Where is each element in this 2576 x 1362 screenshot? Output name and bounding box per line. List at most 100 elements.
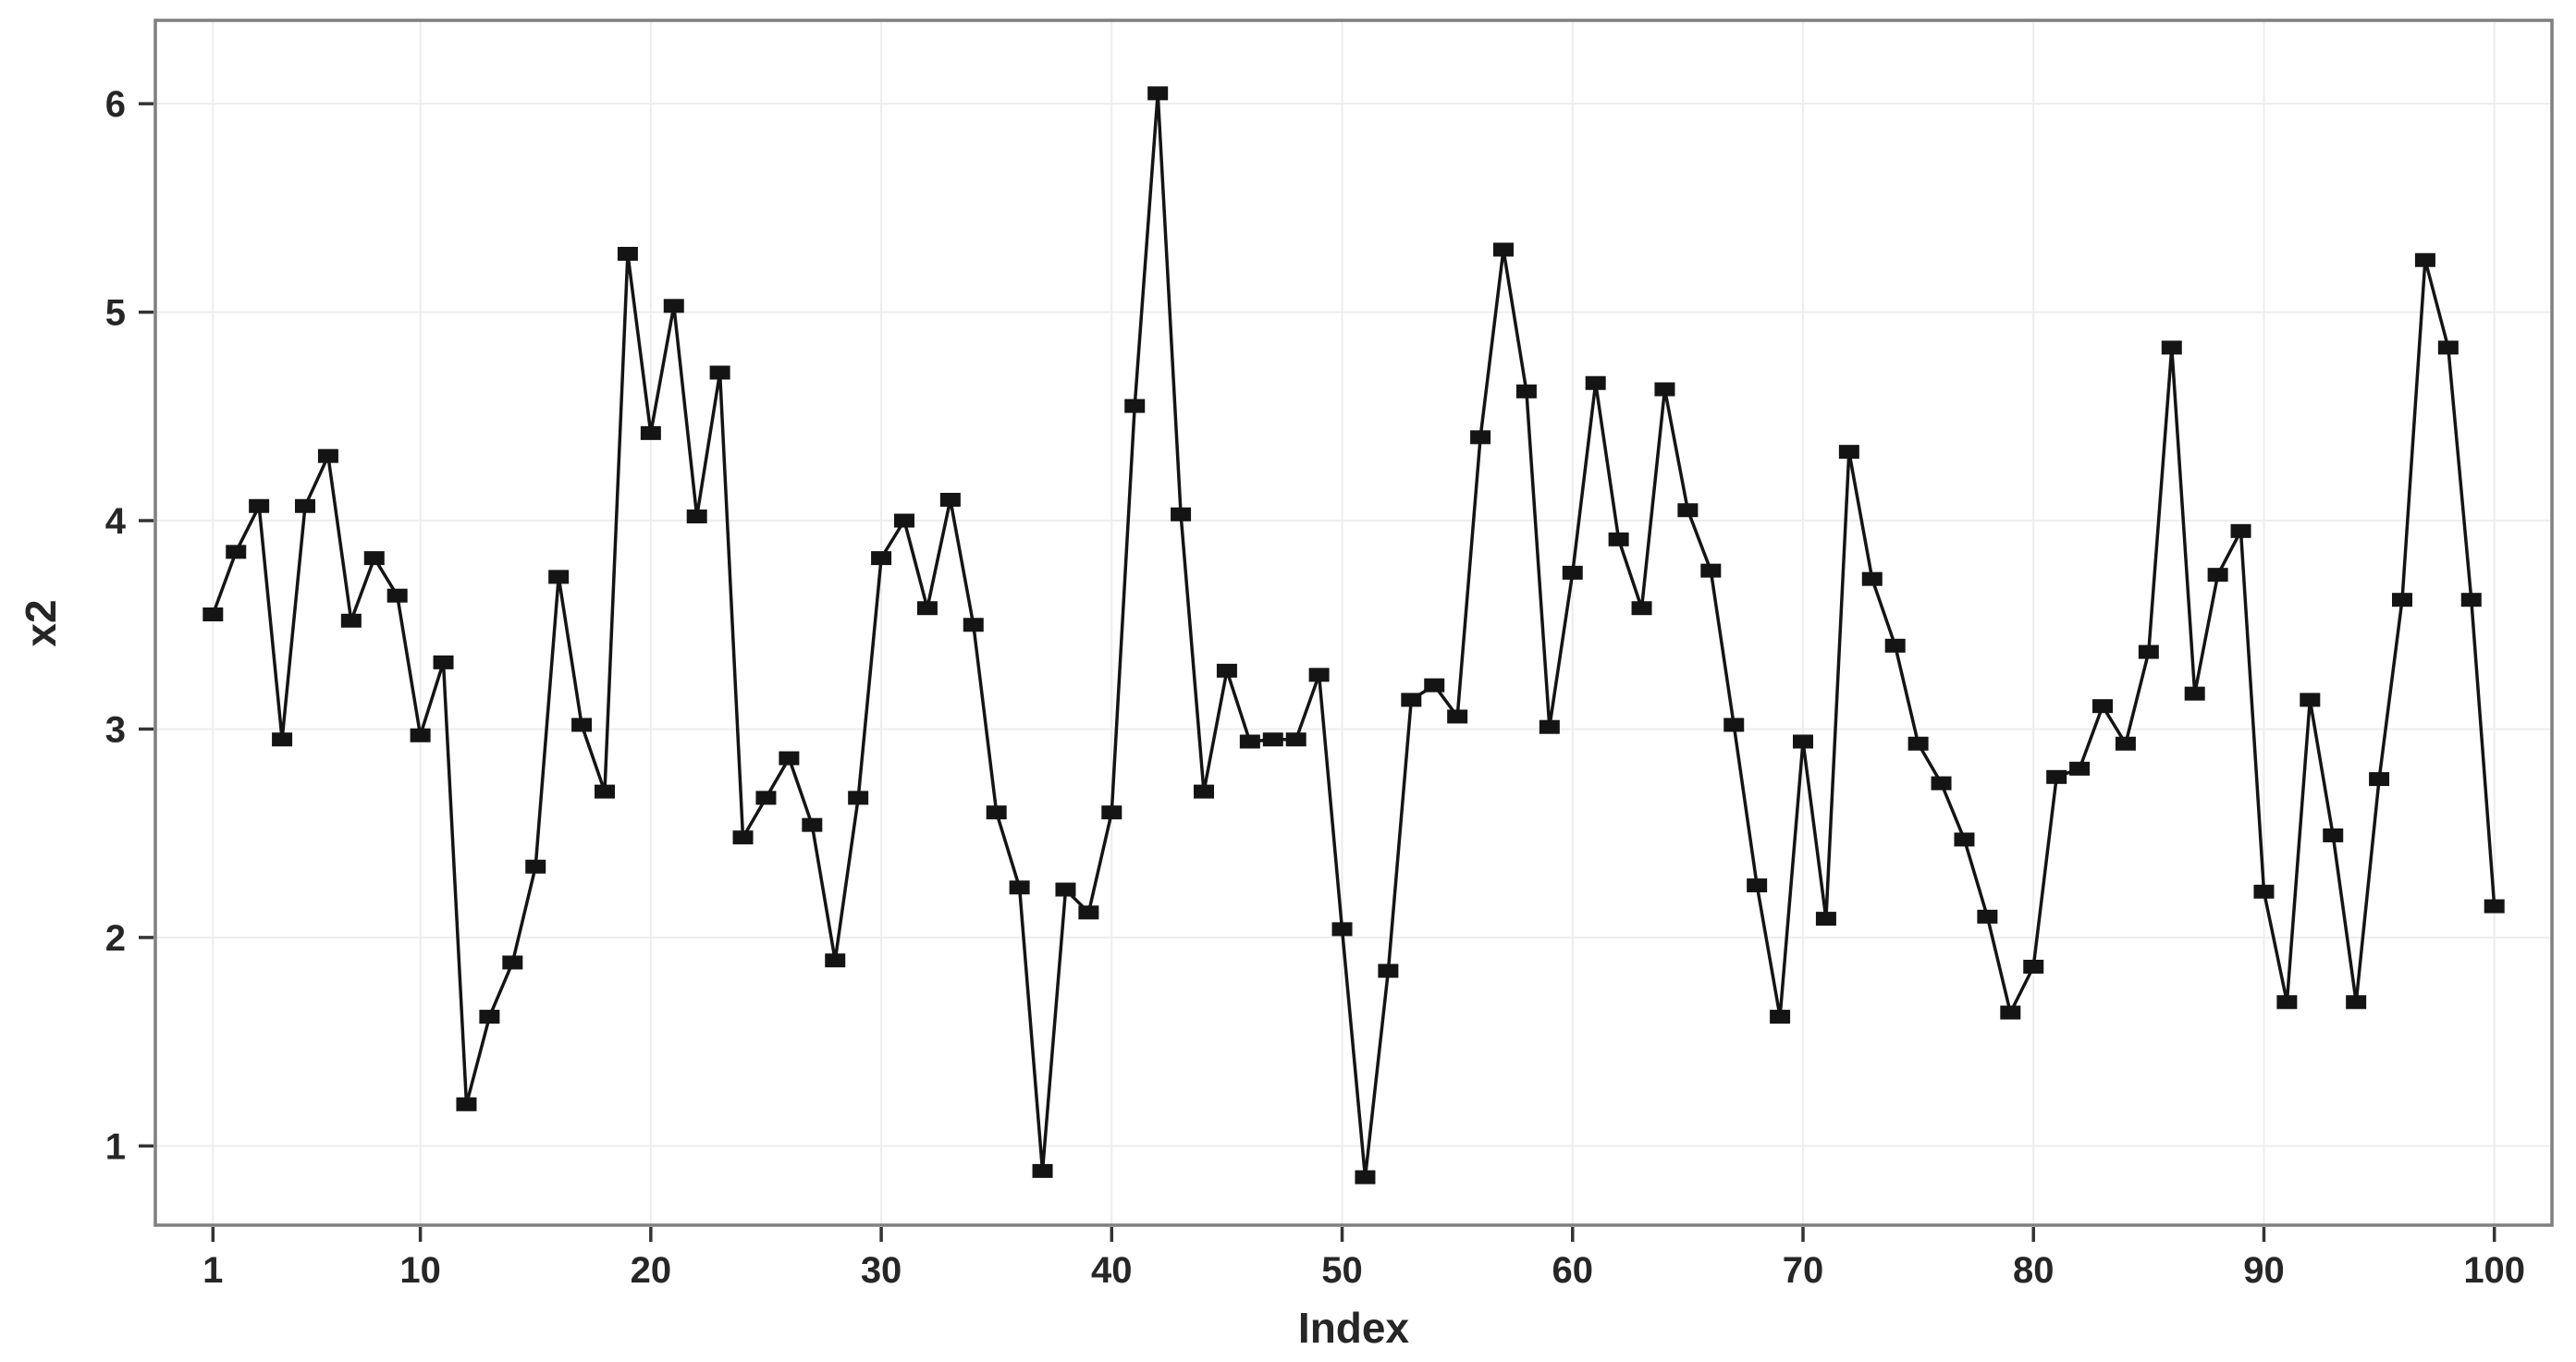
data-point-marker xyxy=(2369,772,2390,787)
data-point-marker xyxy=(1562,565,1583,580)
data-point-marker xyxy=(1931,776,1952,791)
data-point-marker xyxy=(1585,375,1606,390)
data-point-marker xyxy=(802,817,823,832)
data-point-marker xyxy=(1194,784,1214,799)
data-point-marker xyxy=(2161,340,2182,355)
data-point-marker xyxy=(2115,736,2136,751)
data-point-marker xyxy=(1032,1163,1053,1178)
data-point-marker xyxy=(1470,430,1491,445)
x-tick-label: 70 xyxy=(1783,1250,1824,1291)
x-axis: 1 10 20 30 40 50 60 70 80 90 100 xyxy=(202,1227,2525,1291)
data-point-marker xyxy=(1124,399,1146,413)
data-point-marker xyxy=(595,784,615,799)
data-point-marker xyxy=(1078,905,1099,920)
x-tick-label: 40 xyxy=(1091,1250,1133,1291)
data-point-marker xyxy=(1239,734,1260,749)
data-point-marker xyxy=(1101,805,1122,820)
data-point-marker xyxy=(939,492,961,507)
data-point-marker xyxy=(2460,593,2482,607)
data-point-marker xyxy=(779,751,800,766)
data-point-marker xyxy=(1331,922,1353,937)
data-point-marker xyxy=(1954,832,1975,847)
y-axis-title: x2 xyxy=(17,599,65,646)
y-axis: 1 2 3 4 5 6 xyxy=(105,84,153,1167)
data-point-marker xyxy=(2046,769,2067,784)
data-point-marker xyxy=(2414,252,2435,267)
data-point-marker xyxy=(2253,884,2275,899)
data-point-marker xyxy=(1815,912,1836,926)
data-point-marker xyxy=(1539,719,1560,734)
x-axis-title: Index xyxy=(1298,1304,1410,1352)
data-point-marker xyxy=(1608,532,1629,546)
data-point-marker xyxy=(272,732,293,747)
data-point-marker xyxy=(548,570,570,584)
y-tick-label: 5 xyxy=(105,293,126,334)
x-tick-label: 90 xyxy=(2243,1250,2285,1291)
data-point-marker xyxy=(1861,571,1883,586)
data-point-marker xyxy=(1447,709,1468,724)
data-point-marker xyxy=(317,448,338,463)
data-point-marker xyxy=(2207,568,2228,583)
data-series xyxy=(202,86,2505,1184)
data-point-marker xyxy=(386,588,408,603)
data-point-marker xyxy=(295,498,315,513)
data-point-marker xyxy=(2000,1005,2021,1020)
data-point-marker xyxy=(2138,644,2159,659)
data-point-marker xyxy=(1747,878,1768,893)
data-point-marker xyxy=(433,655,454,669)
data-point-marker xyxy=(1793,734,1813,749)
data-point-marker xyxy=(732,830,754,845)
x-tick-label: 60 xyxy=(1552,1250,1594,1291)
plot-panel-border xyxy=(153,18,2554,1227)
data-point-marker xyxy=(1631,601,1652,616)
y-tick-label: 2 xyxy=(105,918,126,959)
data-point-marker xyxy=(1723,718,1745,732)
data-point-marker xyxy=(1055,882,1076,897)
data-point-marker xyxy=(1515,384,1537,399)
data-point-marker xyxy=(2276,995,2298,1010)
data-point-marker xyxy=(363,551,385,566)
data-point-marker xyxy=(1424,678,1445,693)
data-point-marker xyxy=(640,425,661,440)
data-point-marker xyxy=(456,1097,477,1111)
data-point-marker xyxy=(1216,663,1237,678)
data-point-marker xyxy=(1401,693,1422,707)
data-point-marker xyxy=(502,955,523,970)
gridlines xyxy=(155,20,2552,1225)
data-point-marker xyxy=(755,791,777,805)
data-point-marker xyxy=(663,299,684,313)
data-point-marker xyxy=(1654,382,1675,397)
x-tick-label: 50 xyxy=(1321,1250,1363,1291)
data-point-marker xyxy=(1838,445,1859,460)
y-tick-label: 1 xyxy=(105,1126,126,1167)
x-tick-label: 1 xyxy=(202,1250,223,1291)
data-point-marker xyxy=(2484,899,2505,914)
data-point-marker xyxy=(686,509,707,524)
data-point-marker xyxy=(709,365,730,380)
data-point-marker xyxy=(571,718,593,732)
x-tick-label: 10 xyxy=(399,1250,441,1291)
data-point-marker xyxy=(2392,593,2412,607)
data-point-marker xyxy=(986,805,1007,820)
data-point-marker xyxy=(1308,668,1330,682)
data-point-marker xyxy=(249,498,270,513)
data-point-marker xyxy=(1147,86,1169,101)
data-point-marker xyxy=(617,246,638,261)
y-tick-label: 4 xyxy=(105,501,127,542)
data-point-marker xyxy=(2230,523,2251,538)
data-point-marker xyxy=(1285,732,1306,747)
data-point-marker xyxy=(1770,1010,1791,1025)
data-point-marker xyxy=(1378,963,1399,978)
y-tick-label: 6 xyxy=(105,84,126,125)
data-point-marker xyxy=(2300,693,2321,707)
data-point-marker xyxy=(2023,959,2044,974)
data-point-marker xyxy=(1977,909,1998,924)
data-point-marker xyxy=(1493,242,1514,257)
data-point-marker xyxy=(1700,563,1722,578)
data-point-marker xyxy=(202,607,224,621)
data-point-marker xyxy=(525,859,546,874)
data-point-marker xyxy=(410,728,431,742)
data-point-marker xyxy=(2069,761,2091,776)
data-point-marker xyxy=(2437,340,2459,355)
